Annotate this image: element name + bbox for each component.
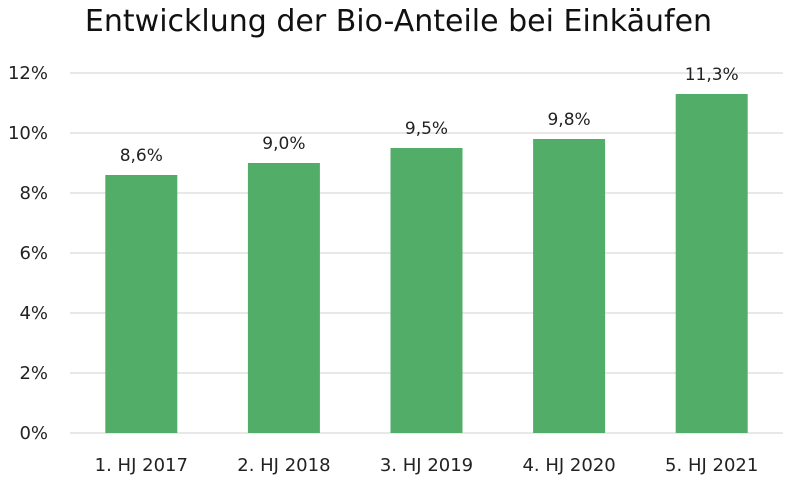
- x-tick-label: 3. HJ 2019: [380, 455, 473, 476]
- x-axis-ticks: 1. HJ 2017 2. HJ 2018 3. HJ 2019 4. HJ 2020…: [95, 455, 759, 476]
- x-tick-label: 2. HJ 2018: [237, 455, 330, 476]
- x-tick-label: 1. HJ 2017: [95, 455, 188, 476]
- y-tick-label: 10%: [8, 123, 48, 144]
- y-tick-label: 0%: [19, 423, 48, 444]
- y-tick-label: 6%: [19, 243, 48, 264]
- bar: [533, 139, 606, 433]
- data-label: 9,5%: [405, 119, 448, 139]
- data-label: 9,8%: [547, 110, 590, 130]
- x-tick-label: 4. HJ 2020: [522, 455, 615, 476]
- data-labels: 8,6% 9,0% 9,5% 9,8% 11,3%: [120, 65, 739, 166]
- y-tick-label: 4%: [19, 303, 48, 324]
- y-tick-label: 2%: [19, 363, 48, 384]
- data-label: 9,0%: [262, 134, 305, 154]
- data-label: 11,3%: [685, 65, 739, 85]
- bar: [105, 175, 178, 433]
- x-tick-label: 5. HJ 2021: [665, 455, 758, 476]
- bar: [675, 94, 748, 433]
- chart-title: Entwicklung der Bio-Anteile bei Einkäufe…: [84, 4, 713, 39]
- bars: [105, 94, 748, 433]
- y-tick-label: 8%: [19, 183, 48, 204]
- y-tick-label: 12%: [8, 63, 48, 84]
- data-label: 8,6%: [120, 146, 163, 166]
- bar: [390, 148, 463, 433]
- y-axis-ticks: 0% 2% 4% 6% 8% 10% 12%: [8, 63, 48, 444]
- bar: [247, 163, 320, 433]
